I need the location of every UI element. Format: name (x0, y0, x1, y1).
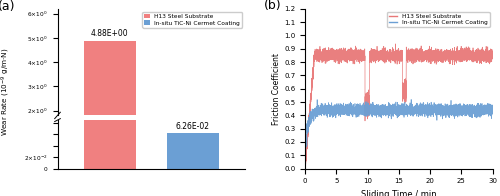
Text: (a): (a) (0, 0, 15, 13)
Bar (84, 41, 136, 159)
Legend: H13 Steel Substrate, In-situ TiC-Ni Cermet Coating: H13 Steel Substrate, In-situ TiC-Ni Cerm… (387, 12, 490, 27)
Bar (167, 133, 219, 169)
X-axis label: Sliding Time / min: Sliding Time / min (361, 190, 436, 196)
Text: 4.88E+00: 4.88E+00 (91, 29, 128, 38)
Legend: H13 Steel Substrate, In-situ TiC-Ni Cermet Coating: H13 Steel Substrate, In-situ TiC-Ni Cerm… (142, 12, 242, 28)
Text: Wear Rate ($10^{-9}$ g/m$\cdot$N): Wear Rate ($10^{-9}$ g/m$\cdot$N) (0, 48, 12, 136)
Text: (b): (b) (264, 0, 281, 12)
Bar (84, 0, 136, 169)
Y-axis label: Friction Coefficient: Friction Coefficient (272, 53, 281, 125)
Text: 6.26E-02: 6.26E-02 (176, 122, 210, 131)
Bar (167, 158, 219, 159)
